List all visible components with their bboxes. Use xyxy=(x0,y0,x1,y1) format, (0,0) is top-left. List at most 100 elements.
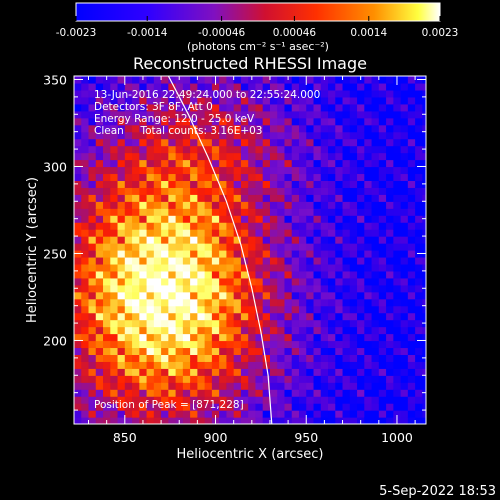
heatmap-cell xyxy=(153,298,162,307)
heatmap-cell xyxy=(153,159,162,168)
heatmap-cell xyxy=(175,410,184,418)
heatmap-cell xyxy=(371,215,380,223)
heatmap-cell xyxy=(335,159,344,168)
heatmap-cell xyxy=(240,215,249,223)
heatmap-cell xyxy=(81,82,90,91)
heatmap-cell xyxy=(124,222,133,230)
heatmap-cell xyxy=(240,291,249,300)
heatmap-cell xyxy=(255,250,264,258)
heatmap-cell xyxy=(117,159,126,168)
heatmap-cell xyxy=(219,333,228,342)
heatmap-cell xyxy=(175,298,184,307)
heatmap-cell xyxy=(364,375,373,383)
heatmap-cell xyxy=(342,256,351,265)
heatmap-cell xyxy=(269,263,278,272)
heatmap-cell xyxy=(407,375,416,383)
heatmap-cell xyxy=(182,124,191,133)
heatmap-cell xyxy=(132,229,140,237)
heatmap-cell xyxy=(364,319,373,328)
heatmap-cell xyxy=(74,347,82,355)
heatmap-cell xyxy=(248,410,257,418)
heatmap-cell xyxy=(103,368,111,376)
heatmap-cell xyxy=(335,410,344,418)
heatmap-cell xyxy=(175,103,184,112)
heatmap-cell xyxy=(175,117,184,126)
heatmap-cell xyxy=(175,347,184,355)
heatmap-cell xyxy=(262,403,271,411)
heatmap-cell xyxy=(168,263,177,272)
heatmap-cell xyxy=(422,361,426,369)
heatmap-cell xyxy=(269,236,278,244)
heatmap-cell xyxy=(139,312,148,321)
heatmap-cell xyxy=(298,389,307,397)
heatmap-cell xyxy=(342,236,351,244)
heatmap-cell xyxy=(182,131,191,140)
heatmap-cell xyxy=(161,375,169,383)
heatmap-cell xyxy=(117,256,126,265)
heatmap-cell xyxy=(364,396,373,404)
heatmap-cell xyxy=(407,326,416,335)
heatmap-cell xyxy=(204,277,213,286)
heatmap-cell xyxy=(146,389,155,397)
heatmap-cell xyxy=(298,277,307,286)
heatmap-cell xyxy=(110,403,119,411)
heatmap-cell xyxy=(146,354,155,362)
heatmap-cell xyxy=(153,236,162,244)
heatmap-cell xyxy=(407,215,416,223)
heatmap-cell xyxy=(248,347,257,355)
heatmap-cell xyxy=(342,131,351,140)
heatmap-cell xyxy=(161,382,169,390)
heatmap-cell xyxy=(161,117,169,126)
heatmap-cell xyxy=(226,382,235,390)
heatmap-cell xyxy=(219,312,228,321)
heatmap-cell xyxy=(284,396,293,404)
heatmap-cell xyxy=(161,89,169,98)
heatmap-cell xyxy=(378,222,387,230)
heatmap-cell xyxy=(371,403,380,411)
heatmap-cell xyxy=(291,250,300,258)
heatmap-cell xyxy=(110,82,119,91)
heatmap-cell xyxy=(81,333,90,342)
heatmap-cell xyxy=(132,117,140,126)
heatmap-cell xyxy=(219,131,228,140)
heatmap-cell xyxy=(386,152,394,161)
heatmap-cell xyxy=(357,347,365,355)
heatmap-cell xyxy=(291,361,300,369)
heatmap-cell xyxy=(161,354,169,362)
heatmap-cell xyxy=(371,396,380,404)
heatmap-cell xyxy=(132,243,140,251)
heatmap-cell xyxy=(357,96,365,105)
heatmap-cell xyxy=(378,117,387,126)
heatmap-cell xyxy=(175,96,184,105)
heatmap-cell xyxy=(349,215,358,223)
heatmap-cell xyxy=(386,208,394,216)
heatmap-cell xyxy=(284,284,293,293)
heatmap-cell xyxy=(400,270,409,279)
heatmap-cell xyxy=(349,291,358,300)
heatmap-cell xyxy=(400,124,409,133)
heatmap-cell xyxy=(248,326,257,335)
heatmap-cell xyxy=(269,305,278,314)
heatmap-cell xyxy=(204,347,213,355)
heatmap-cell xyxy=(168,340,177,349)
heatmap-cell xyxy=(88,117,97,126)
heatmap-cell xyxy=(386,96,394,105)
heatmap-cell xyxy=(371,340,380,349)
heatmap-cell xyxy=(393,396,402,404)
heatmap-cell xyxy=(95,166,104,175)
heatmap-cell xyxy=(175,250,184,258)
heatmap-cell xyxy=(110,263,119,272)
heatmap-cell xyxy=(153,138,162,147)
heatmap-cell xyxy=(146,256,155,265)
heatmap-cell xyxy=(262,76,271,84)
heatmap-cell xyxy=(284,298,293,307)
heatmap-cell xyxy=(81,145,90,154)
heatmap-cell xyxy=(146,166,155,175)
heatmap-cell xyxy=(328,173,336,181)
heatmap-cell xyxy=(88,152,97,161)
heatmap-cell xyxy=(328,124,336,133)
heatmap-cell xyxy=(357,361,365,369)
heatmap-cell xyxy=(349,284,358,293)
heatmap-cell xyxy=(393,229,402,237)
heatmap-cell xyxy=(371,277,380,286)
